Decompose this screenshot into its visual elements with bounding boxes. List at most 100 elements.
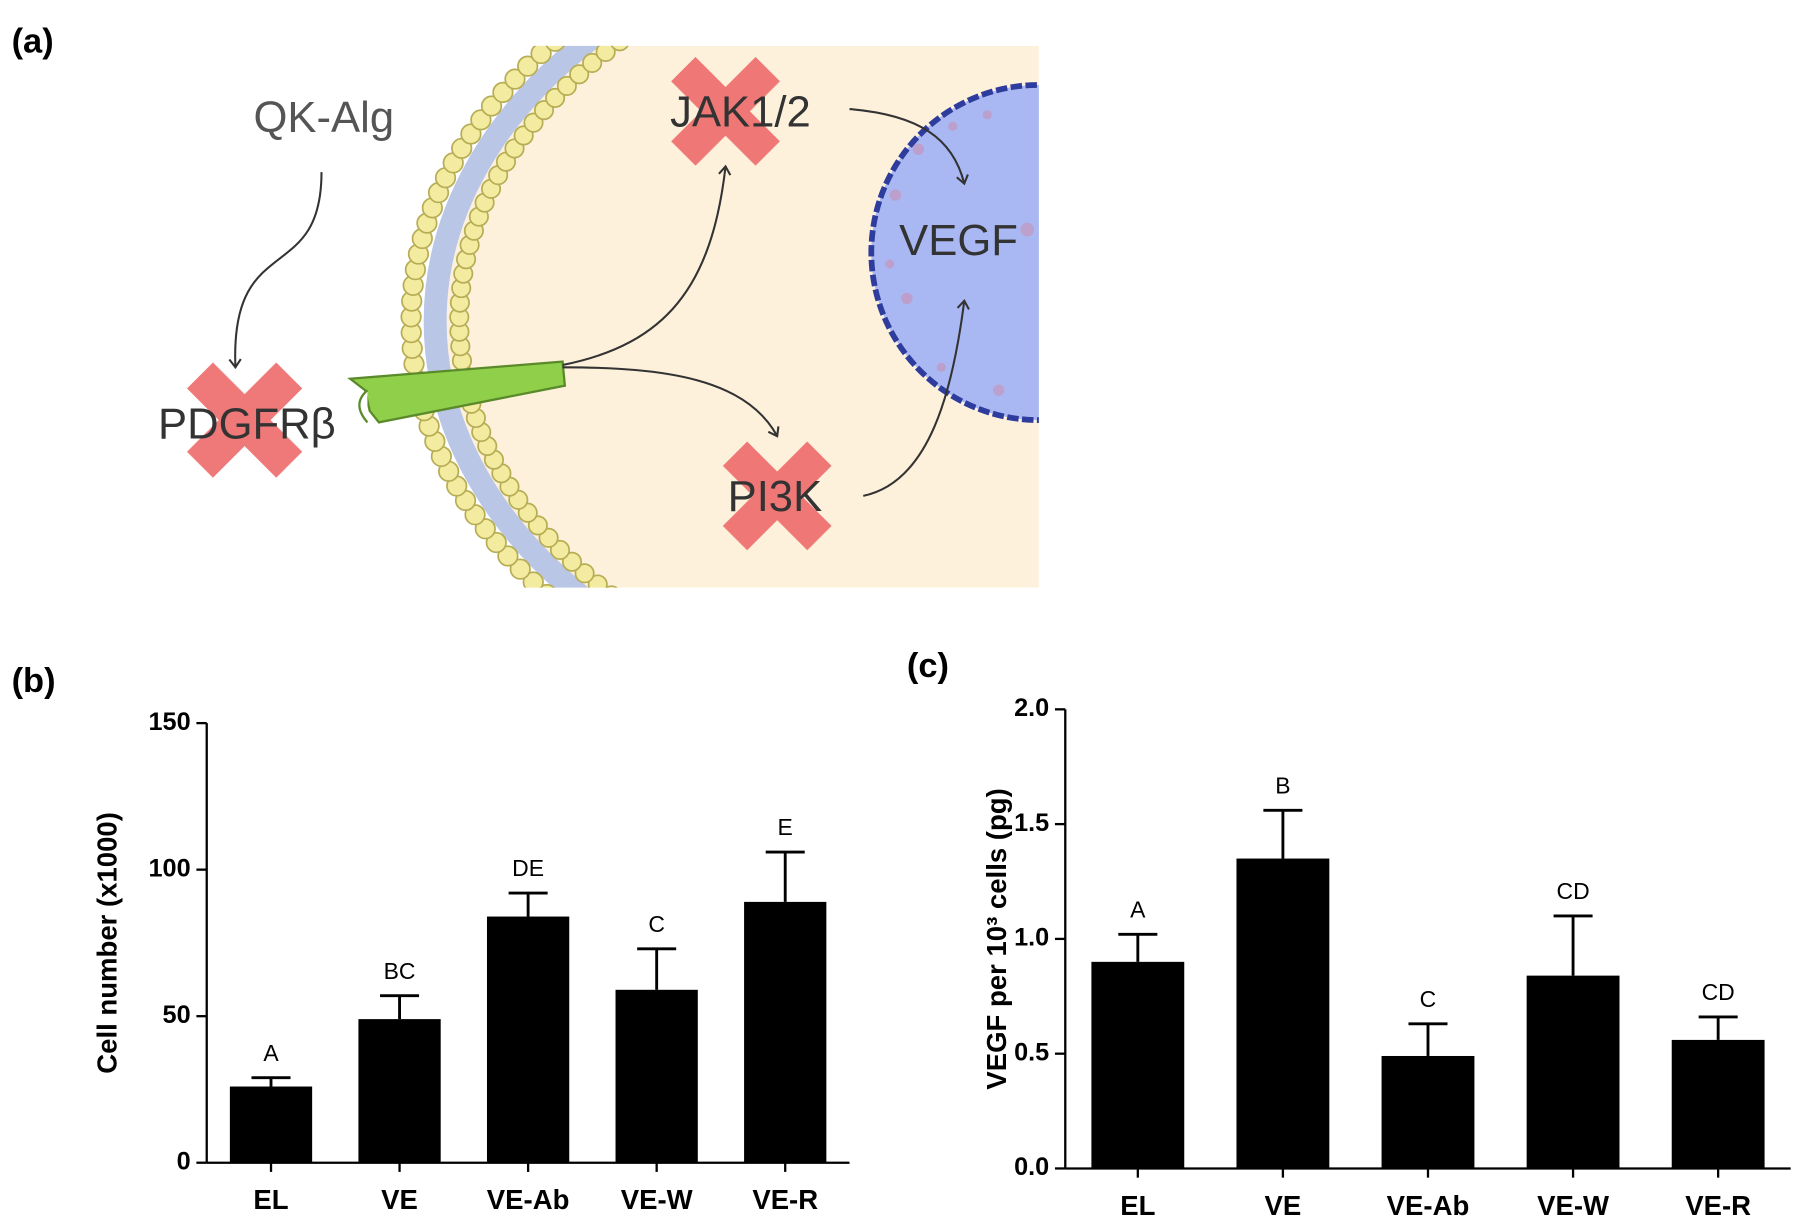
- lipid-head: [605, 585, 618, 588]
- lipid-head: [582, 620, 602, 640]
- lipid-head: [713, 652, 731, 670]
- x-tick-label: VE-W: [621, 1184, 693, 1215]
- y-axis-label: Cell number (x1000): [91, 812, 122, 1074]
- bar: [1236, 858, 1330, 1169]
- lipid-head: [767, 673, 785, 691]
- bar-annotation: A: [263, 1040, 279, 1066]
- lipid-head: [617, 597, 635, 615]
- lipid-head: [667, 671, 687, 691]
- panel-label: (c): [907, 647, 949, 685]
- lipid-head: [533, 100, 555, 121]
- x-tick-label: VE-R: [752, 1184, 818, 1215]
- receptor-notch: [358, 389, 369, 424]
- lipid-head: [765, 710, 785, 730]
- lipid-head: [470, 109, 492, 131]
- bar-annotation: CD: [1702, 979, 1735, 1005]
- lipid-head: [724, 696, 744, 716]
- lipid-head: [625, 22, 643, 40]
- x-tick-label: EL: [253, 1184, 288, 1215]
- panel-label: (b): [12, 662, 56, 700]
- x-tick-label: VE: [381, 1184, 418, 1215]
- panel-label: (a): [12, 23, 54, 61]
- lipid-head: [663, 626, 681, 644]
- lipid-head: [705, 688, 725, 708]
- lipid-head: [480, 95, 503, 117]
- vegf-label: VEGF: [899, 217, 1018, 265]
- inhibition-marks: [186, 56, 832, 551]
- lipid-head: [748, 666, 766, 684]
- lipid-head: [530, 45, 552, 65]
- lipid-head: [744, 703, 764, 723]
- y-tick-label: 1.0: [1014, 924, 1049, 952]
- lipid-tails: [423, 45, 601, 588]
- bar: [615, 989, 698, 1163]
- membrane: [400, 0, 803, 730]
- y-tick-label: 0: [177, 1147, 191, 1175]
- lipid-head: [509, 558, 531, 580]
- bar-annotation: C: [1420, 986, 1437, 1012]
- chromatin: [885, 110, 1035, 396]
- lipid-head: [610, 45, 629, 52]
- bar-annotation: DE: [512, 855, 544, 881]
- y-tick-label: 150: [149, 708, 191, 736]
- lipid-head: [556, 75, 577, 96]
- y-tick-label: 0.0: [1014, 1153, 1049, 1181]
- lipid-head: [656, 2, 674, 20]
- lipid-head: [686, 679, 706, 699]
- lipid-head: [640, 12, 658, 30]
- x-tick-label: VE-Ab: [487, 1184, 570, 1215]
- lipid-head: [647, 617, 665, 635]
- lipid-head: [688, 0, 706, 3]
- lipid-head: [649, 661, 669, 681]
- bar: [744, 901, 827, 1163]
- lipid-head: [504, 68, 526, 90]
- bar: [1091, 961, 1185, 1169]
- lipid-head: [632, 652, 652, 672]
- bar: [1526, 975, 1620, 1169]
- lipid-head: [574, 563, 595, 584]
- lipid-head: [545, 87, 566, 108]
- x-tick-label: VE-W: [1537, 1190, 1609, 1221]
- pi3k-label: PI3K: [728, 473, 823, 521]
- lipid-head: [522, 571, 544, 588]
- lipid-head: [598, 631, 618, 651]
- lipid-head: [582, 52, 603, 73]
- x-tick-label: EL: [1120, 1190, 1155, 1221]
- lipid-head: [497, 545, 519, 567]
- lipid-head: [607, 0, 627, 6]
- y-tick-label: 50: [163, 1001, 191, 1029]
- y-tick-label: 0.5: [1014, 1038, 1049, 1066]
- lipid-head: [785, 679, 803, 697]
- receptor: [347, 360, 567, 424]
- lipid-head: [492, 81, 514, 104]
- bar-annotation: C: [648, 911, 665, 937]
- y-axis-label: VEGF per 10³ cells (pg): [981, 788, 1012, 1089]
- y-tick-label: 1.5: [1014, 809, 1049, 837]
- bar-annotation: E: [778, 814, 793, 840]
- lipid-head: [569, 64, 590, 85]
- nucleus: [868, 82, 1039, 423]
- lipid-head: [549, 539, 571, 560]
- receptor-label: PDGFRβ: [158, 400, 336, 448]
- bar-annotation: CD: [1557, 878, 1590, 904]
- jak-label: JAK1/2: [670, 88, 811, 136]
- lipid-head: [575, 8, 595, 28]
- bar-annotation: BC: [384, 958, 416, 984]
- bar: [229, 1086, 313, 1163]
- bar: [358, 1019, 441, 1163]
- lipid-head: [485, 531, 507, 554]
- lipid-head: [551, 597, 571, 617]
- x-tick-label: VE: [1265, 1190, 1302, 1221]
- arrows: [228, 108, 970, 497]
- lipid-head: [566, 609, 586, 629]
- y-tick-label: 100: [149, 854, 191, 882]
- x-tick-label: VE-Ab: [1387, 1190, 1470, 1221]
- bar: [1381, 1055, 1475, 1169]
- lipid-head: [679, 635, 697, 653]
- lipid-head: [730, 659, 748, 677]
- lipid-head: [696, 643, 714, 661]
- lipid-head: [614, 642, 634, 662]
- bar: [486, 916, 570, 1163]
- lipid-head: [561, 551, 583, 572]
